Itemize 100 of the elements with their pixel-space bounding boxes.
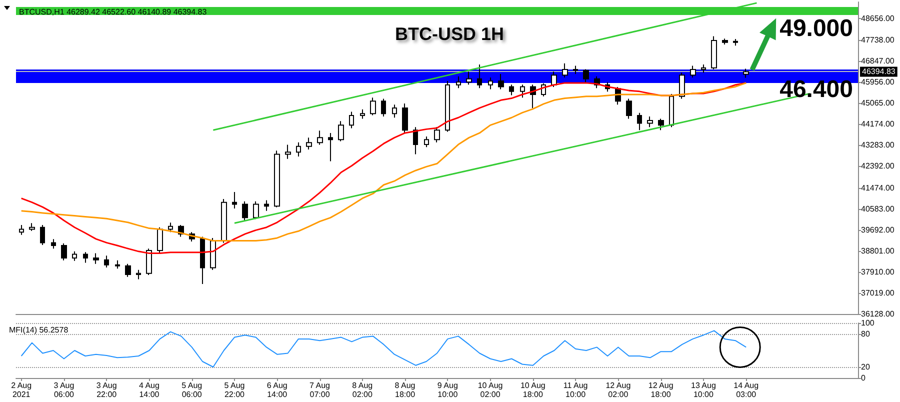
y-tick-label: 0 (861, 374, 866, 382)
y-tick-label: 39692.00 (861, 225, 895, 234)
candlestick (360, 108, 365, 120)
candlestick (743, 68, 749, 78)
text: BTCUSD,H1 46289.42 46522.60 46140.89 46394.83 (19, 8, 208, 16)
candlestick (498, 73, 504, 90)
candlestick (115, 260, 120, 270)
candlestick (456, 76, 461, 89)
candlestick (370, 97, 376, 116)
candlestick (51, 238, 56, 250)
candlestick (285, 144, 291, 160)
candlestick (93, 252, 99, 264)
candlestick (328, 132, 333, 162)
candlestick (29, 222, 35, 232)
candlestick (551, 71, 557, 88)
x-tick-label: 5 Aug 06:00 (182, 381, 202, 399)
candlestick (690, 65, 696, 78)
x-tick-label: 10 Aug 18:00 (520, 381, 546, 399)
x-tick-label: 11 Aug 10:00 (563, 381, 588, 399)
candlestick (424, 136, 429, 148)
candlestick (477, 64, 482, 89)
candlestick (200, 236, 205, 284)
y-tick-label: 45065.00 (861, 98, 895, 108)
candlestick (136, 269, 141, 280)
candlestick (466, 71, 472, 86)
candlestick (711, 36, 717, 70)
candlestick (562, 62, 568, 78)
x-tick-label: 12 Aug 02:00 (606, 381, 631, 399)
candlestick (210, 237, 216, 270)
x-tick-label: 3 Aug 22:00 (96, 381, 118, 399)
candlestick (669, 94, 674, 128)
candlestick (733, 38, 738, 46)
x-tick-label: 7 Aug 07:00 (310, 381, 330, 399)
candlestick (146, 248, 152, 276)
candlestick (626, 98, 632, 120)
candlestick (242, 200, 248, 221)
candlestick (221, 198, 227, 244)
candlestick (381, 98, 386, 117)
candlestick (232, 191, 237, 209)
y-tick-label: 37910.00 (861, 267, 895, 276)
candlestick (647, 116, 653, 128)
candlestick (509, 84, 514, 96)
y-tick-label: 80 (861, 330, 870, 338)
x-tick-label: 8 Aug 18:00 (394, 381, 416, 399)
candlestick (61, 242, 67, 261)
candlestick (637, 112, 642, 131)
candlestick (402, 102, 408, 134)
candlestick (658, 118, 664, 131)
candlestick (679, 72, 685, 100)
candlestick (306, 137, 312, 150)
candlestick (40, 224, 45, 246)
candlestick (338, 120, 344, 142)
y-tick-label: 37019.00 (861, 288, 895, 298)
text: BTC-USD 1H (395, 24, 504, 44)
x-tick-label: 12 Aug 18:00 (648, 381, 674, 399)
y-tick-label: 47738.00 (861, 36, 895, 45)
y-tick-label: 36128.00 (861, 310, 895, 318)
x-tick-label: 10 Aug 02:00 (478, 381, 503, 399)
candlestick (72, 250, 77, 262)
candlestick (434, 126, 440, 143)
x-tick-label: 8 Aug 02:00 (352, 381, 373, 399)
candlestick (83, 252, 88, 264)
candlestick (520, 84, 525, 98)
y-tick-label: 48656.00 (861, 14, 895, 23)
x-tick-label: 5 Aug 22:00 (224, 381, 246, 399)
y-tick-label: 44174.00 (861, 120, 895, 129)
x-tick-label: 13 Aug 10:00 (690, 381, 716, 399)
candlestick (104, 255, 109, 268)
candlestick (583, 68, 589, 83)
y-tick-label: 46847.00 (861, 56, 895, 66)
annotation: 49.000 (780, 14, 853, 42)
candlestick (701, 64, 706, 74)
chart-title: MFI(14) 56.2578 (9, 326, 69, 334)
ref-line-label: 46394.83 (862, 67, 896, 76)
x-tick-label: 4 Aug 14:00 (138, 381, 160, 399)
candlestick (157, 226, 163, 254)
candlestick (296, 142, 301, 158)
candlestick (413, 126, 418, 155)
candlestick (573, 65, 578, 74)
x-tick-label: 9 Aug 10:00 (437, 381, 458, 399)
y-tick-label: 38801.00 (861, 246, 895, 256)
y-tick-label: 42392.00 (861, 162, 895, 171)
y-tick-label: 40583.00 (861, 204, 895, 214)
annotation: 46.400 (780, 76, 853, 104)
candlestick (264, 200, 269, 212)
x-tick-label: 2 Aug 2021 (11, 381, 32, 399)
y-tick-label: 41474.00 (861, 183, 895, 192)
candlestick (722, 38, 728, 45)
candlestick (125, 263, 131, 278)
y-tick-label: 43283.00 (861, 140, 895, 150)
candlestick (168, 222, 173, 233)
candlestick (488, 77, 493, 90)
x-tick-label: 6 Aug 14:00 (266, 381, 288, 399)
candlestick (274, 150, 280, 208)
x-tick-label: 14 Aug 03:00 (734, 381, 759, 399)
candlestick (19, 224, 24, 236)
candlestick (317, 130, 323, 146)
y-tick-label: 100 (861, 318, 875, 328)
x-tick-label: 3 Aug 06:00 (54, 381, 75, 399)
candlestick (445, 80, 450, 132)
